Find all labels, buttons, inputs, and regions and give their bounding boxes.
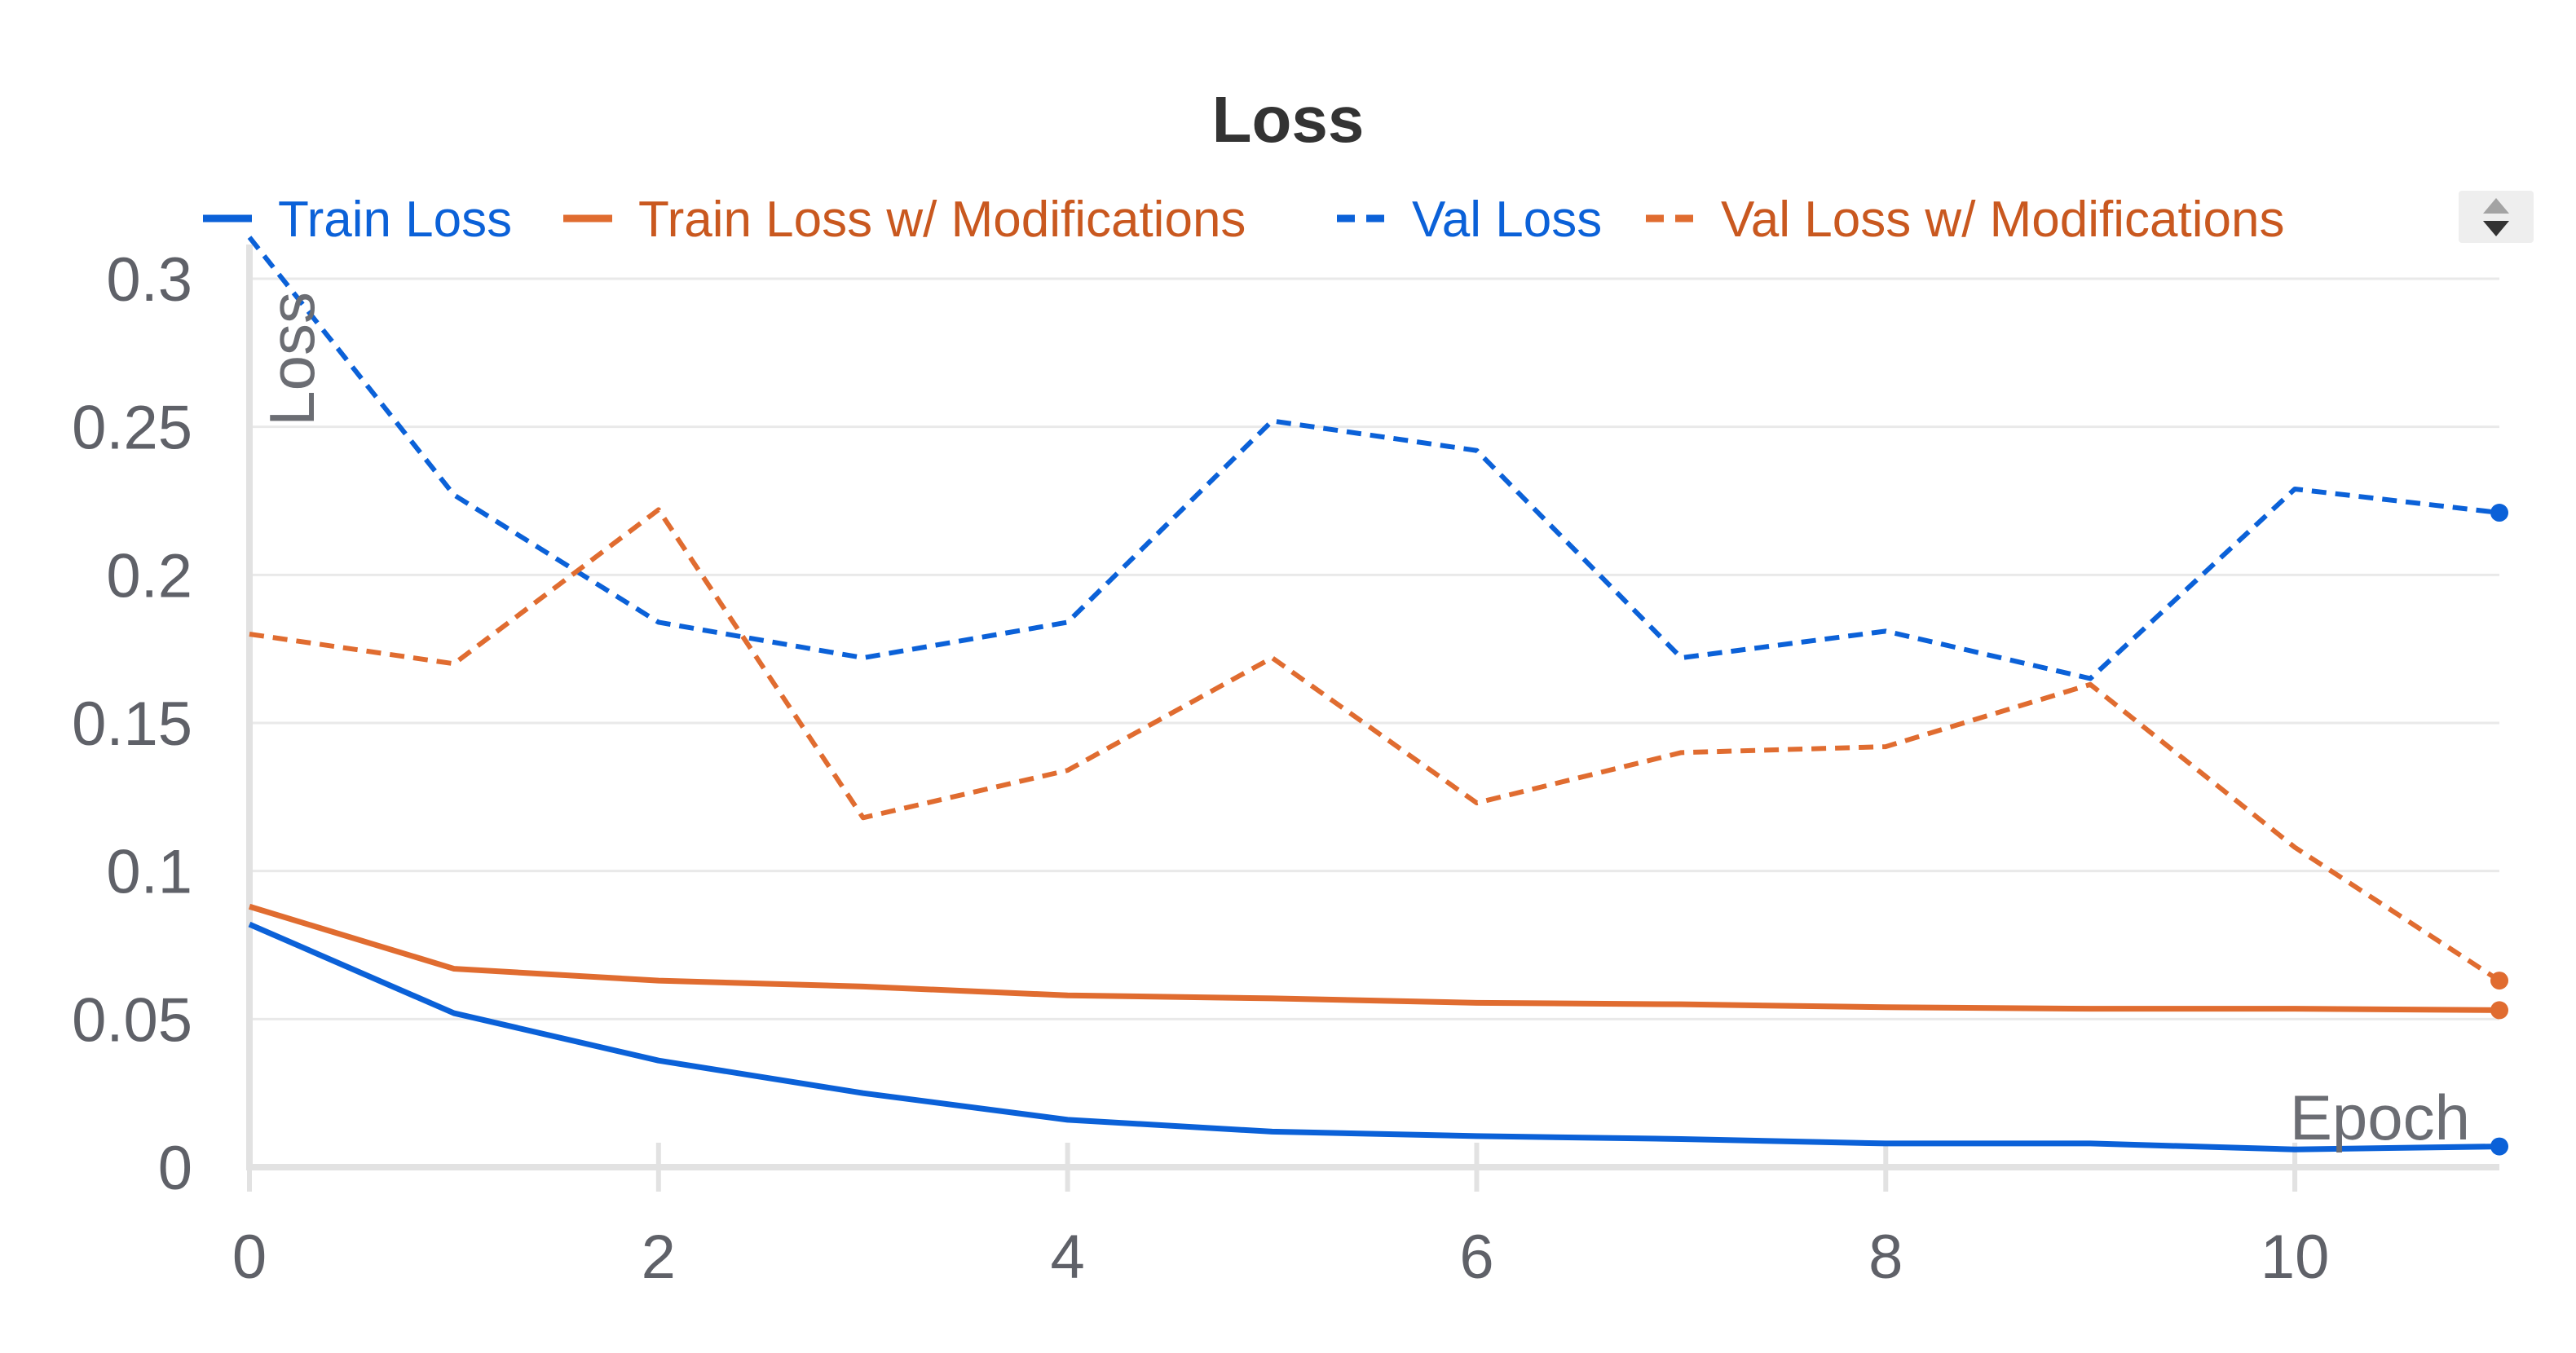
gridlines — [249, 277, 2499, 1020]
legend-label-val-loss-w-modifications: Val Loss w/ Modifications — [1721, 192, 2284, 248]
y-tick-label-3: 0.15 — [72, 690, 192, 759]
series-line-train-loss — [248, 921, 2500, 1152]
axes — [246, 245, 2499, 1170]
x-axis-ticks: 0 2 4 6 8 10 — [232, 1143, 2330, 1292]
x-tick-label-1: 2 — [642, 1223, 676, 1292]
series-endpoint-train-loss — [2490, 1137, 2508, 1156]
legend: Train Loss Train Loss w/ Modifications Val… — [203, 192, 2284, 248]
y-axis-ticks: 0 0.05 0.1 0.15 0.2 0.25 0.3 — [72, 245, 192, 1203]
y-tick-label-0: 0 — [158, 1134, 192, 1203]
series-endpoint-train-loss-w-modifications — [2490, 1001, 2508, 1020]
x-tick-label-2: 4 — [1050, 1223, 1084, 1292]
legend-scroll-button[interactable] — [2459, 191, 2534, 243]
series-line-val-loss — [247, 236, 2500, 681]
x-tick-label-5: 10 — [2261, 1223, 2330, 1292]
series-endpoint-val-loss-w-modifications — [2490, 972, 2508, 990]
series-line-val-loss-w-modifications — [249, 507, 2501, 983]
y-tick-label-1: 0.05 — [72, 985, 192, 1055]
x-tick-label-4: 8 — [1868, 1223, 1903, 1292]
legend-label-train-loss: Train Loss — [278, 192, 512, 248]
series-endpoint-val-loss — [2490, 504, 2508, 522]
legend-label-train-loss-w-modifications: Train Loss w/ Modifications — [638, 192, 1246, 248]
series-lines — [247, 236, 2508, 1156]
x-axis-title: Epoch — [2290, 1082, 2470, 1153]
y-tick-label-2: 0.1 — [106, 838, 192, 907]
y-tick-label-5: 0.25 — [72, 394, 192, 463]
legend-label-val-loss: Val Loss — [1412, 192, 1602, 248]
chart-title: Loss — [1212, 83, 1365, 156]
y-axis-title: Loss — [256, 292, 328, 426]
legend-item-val-loss-w-modifications[interactable]: Val Loss w/ Modifications — [1646, 192, 2284, 248]
x-tick-label-3: 6 — [1459, 1223, 1493, 1292]
sort-arrows-icon — [2483, 198, 2509, 236]
legend-item-train-loss-w-modifications[interactable]: Train Loss w/ Modifications — [563, 192, 1246, 248]
series-line-train-loss-w-modifications — [248, 903, 2500, 1013]
legend-item-val-loss[interactable]: Val Loss — [1337, 192, 1602, 248]
y-tick-label-4: 0.2 — [106, 541, 192, 610]
y-tick-label-6: 0.3 — [106, 245, 192, 315]
x-tick-label-0: 0 — [232, 1223, 267, 1292]
legend-item-train-loss[interactable]: Train Loss — [203, 192, 512, 248]
